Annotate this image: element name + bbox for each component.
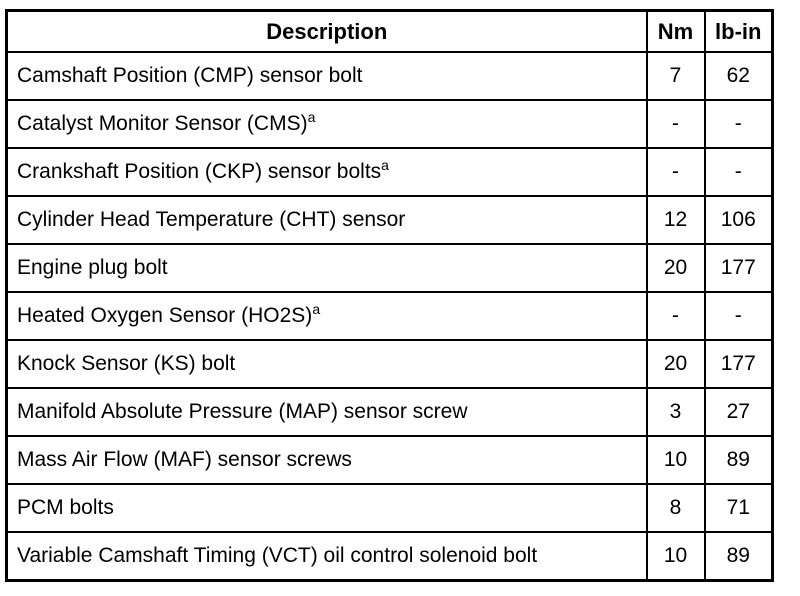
description-cell: Camshaft Position (CMP) sensor bolt	[5, 51, 648, 101]
lb-in-value-cell: 177	[703, 339, 774, 389]
table-row: Engine plug bolt 20 177	[5, 243, 774, 293]
table-row: Knock Sensor (KS) bolt 20 177	[5, 339, 774, 389]
table-row: Mass Air Flow (MAF) sensor screws 10 89	[5, 435, 774, 485]
lb-in-value-cell: -	[703, 99, 774, 149]
header-row: Description Nm lb-in	[5, 9, 774, 53]
nm-value-cell: -	[645, 291, 706, 341]
table-body: Camshaft Position (CMP) sensor bolt 7 62 Ca…	[5, 51, 774, 582]
nm-value-cell: -	[645, 99, 706, 149]
lb-in-value-cell: 27	[703, 387, 774, 437]
lb-in-value-cell: -	[703, 147, 774, 197]
column-header-description: Description	[5, 9, 648, 53]
table-row: Manifold Absolute Pressure (MAP) sensor …	[5, 387, 774, 437]
nm-value-cell: 8	[645, 483, 706, 533]
lb-in-value-cell: 89	[703, 531, 774, 582]
description-cell: Heated Oxygen Sensor (HO2S)a	[5, 291, 648, 341]
description-cell: Knock Sensor (KS) bolt	[5, 339, 648, 389]
nm-value-cell: 20	[645, 243, 706, 293]
column-header-lb-in: lb-in	[703, 9, 774, 53]
lb-in-value-cell: 89	[703, 435, 774, 485]
nm-value-cell: 10	[645, 435, 706, 485]
nm-value-cell: 20	[645, 339, 706, 389]
footnote-marker: a	[312, 301, 321, 317]
description-cell: Variable Camshaft Timing (VCT) oil contr…	[5, 531, 648, 582]
table-row: PCM bolts 8 71	[5, 483, 774, 533]
table-header: Description Nm lb-in	[5, 9, 774, 53]
nm-value-cell: 10	[645, 531, 706, 582]
lb-in-value-cell: 71	[703, 483, 774, 533]
table-row: Heated Oxygen Sensor (HO2S)a - -	[5, 291, 774, 341]
footnote-marker: a	[307, 109, 316, 125]
lb-in-value-cell: 106	[703, 195, 774, 245]
description-cell: Catalyst Monitor Sensor (CMS)a	[5, 99, 648, 149]
table-row: Cylinder Head Temperature (CHT) sensor 12…	[5, 195, 774, 245]
description-cell: Manifold Absolute Pressure (MAP) sensor …	[5, 387, 648, 437]
lb-in-value-cell: -	[703, 291, 774, 341]
description-cell: PCM bolts	[5, 483, 648, 533]
column-header-nm: Nm	[645, 9, 706, 53]
description-cell: Crankshaft Position (CKP) sensor boltsa	[5, 147, 648, 197]
nm-value-cell: 12	[645, 195, 706, 245]
description-cell: Cylinder Head Temperature (CHT) sensor	[5, 195, 648, 245]
description-cell: Mass Air Flow (MAF) sensor screws	[5, 435, 648, 485]
lb-in-value-cell: 62	[703, 51, 774, 101]
table-row: Crankshaft Position (CKP) sensor boltsa -…	[5, 147, 774, 197]
table-row: Variable Camshaft Timing (VCT) oil contr…	[5, 531, 774, 582]
description-cell: Engine plug bolt	[5, 243, 648, 293]
nm-value-cell: -	[645, 147, 706, 197]
table-row: Catalyst Monitor Sensor (CMS)a - -	[5, 99, 774, 149]
nm-value-cell: 7	[645, 51, 706, 101]
lb-in-value-cell: 177	[703, 243, 774, 293]
nm-value-cell: 3	[645, 387, 706, 437]
table-row: Camshaft Position (CMP) sensor bolt 7 62	[5, 51, 774, 101]
footnote-marker: a	[381, 157, 389, 173]
torque-spec-table: Description Nm lb-in Camshaft Position (…	[5, 9, 774, 582]
